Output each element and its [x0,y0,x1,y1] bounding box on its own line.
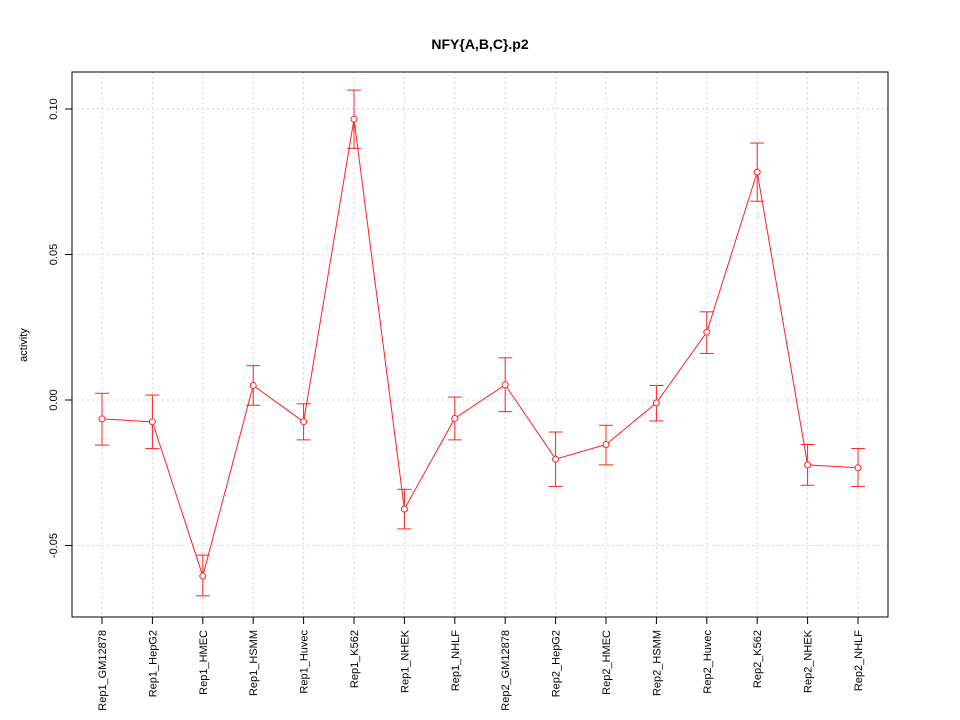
x-tick-label: Rep2_K562 [752,630,764,688]
data-point [300,418,308,426]
x-tick-label: Rep2_HMEC [601,630,613,695]
data-point [703,328,711,336]
x-tick-label: Rep2_HSMM [651,630,663,696]
x-tick-label: Rep1_GM12878 [97,630,109,711]
data-point [753,168,761,176]
axis-layer: -0.05 0.00 0.05 0.10 Rep1_GM12878 Rep1_HepG2 R… [48,98,865,710]
data-point [854,464,862,472]
y-tick-label: -0.05 [48,533,60,558]
series-layer [95,89,865,597]
y-axis-label: activity [18,328,30,362]
x-tick-label: Rep2_NHEK [803,629,815,693]
data-point [98,415,106,423]
data-point [148,418,156,426]
x-tick-label: Rep1_HepG2 [147,630,159,697]
x-tick-label: Rep1_NHEK [399,629,411,693]
series-line [101,119,859,578]
data-point [501,381,509,389]
data-point [350,115,358,123]
grid-layer [72,72,888,617]
x-tick-label: Rep1_HMEC [198,630,210,695]
data-point [451,414,459,422]
data-point [602,441,610,449]
y-tick-label: 0.00 [48,389,60,410]
y-tick-label: 0.10 [48,98,60,119]
x-tick-label: Rep1_HSMM [248,630,260,696]
data-point [199,572,207,580]
x-tick-label: Rep1_Huvec [299,630,311,694]
data-point [400,505,408,513]
data-point [552,455,560,463]
x-tick-label: Rep1_NHLF [450,630,462,691]
data-point [249,381,257,389]
x-tick-label: Rep1_K562 [349,630,361,688]
x-tick-label: Rep2_NHLF [853,630,865,691]
plot-frame [71,71,889,618]
x-tick-label: Rep2_HepG2 [551,630,563,697]
data-point [652,399,660,407]
x-tick-label: Rep2_GM12878 [500,630,512,711]
y-tick-label: 0.05 [48,244,60,265]
x-tick-label: Rep2_Huvec [702,630,714,694]
chart-title: NFY{A,B,C}.p2 [431,36,528,52]
data-point [804,461,812,469]
